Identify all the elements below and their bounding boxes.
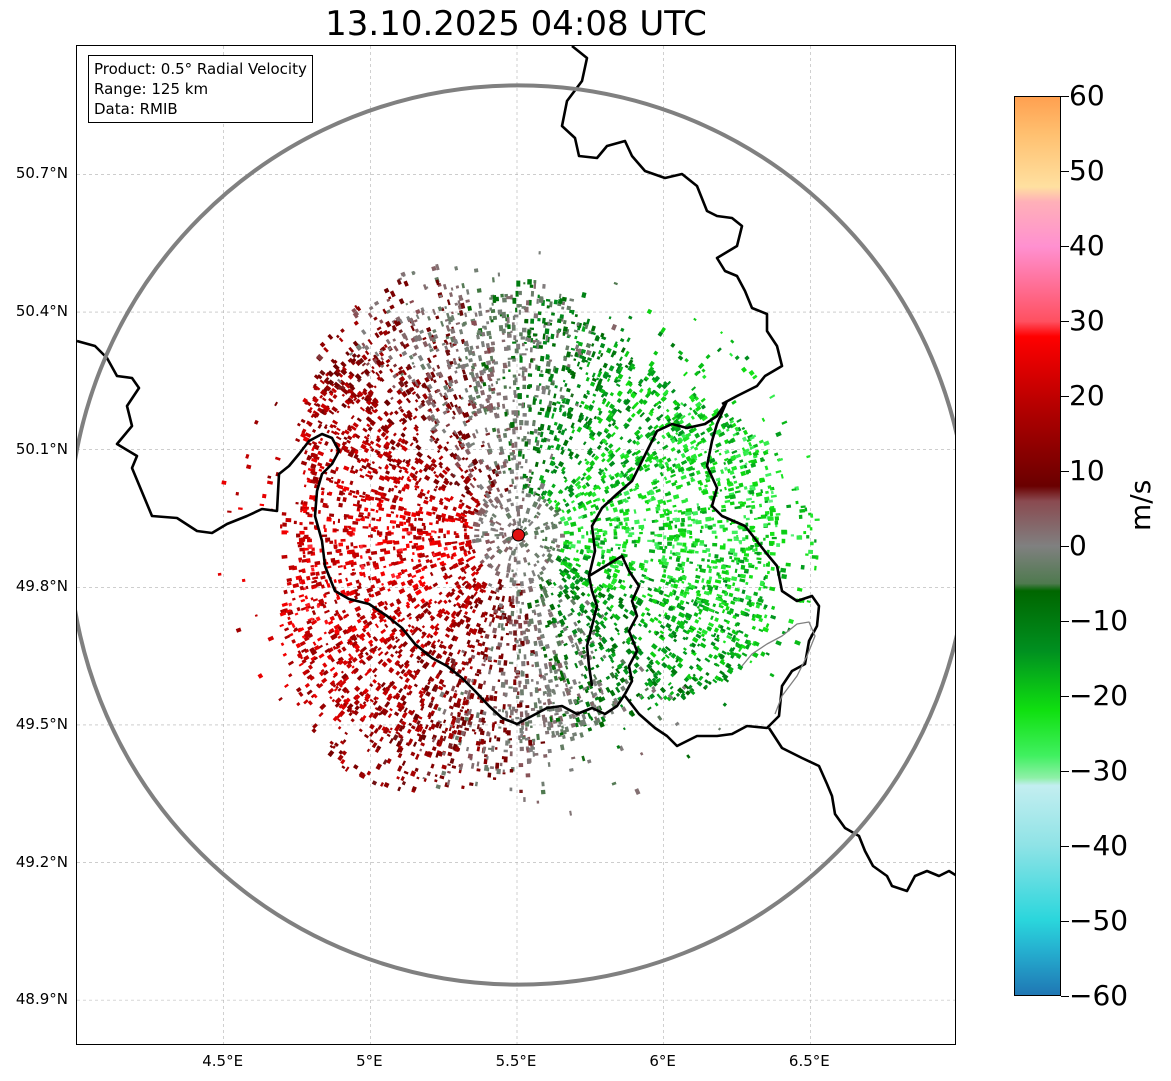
colorbar-tick <box>1061 771 1069 772</box>
colorbar-tick-label: 60 <box>1069 79 1105 112</box>
velocity-colorbar <box>1014 96 1061 996</box>
velocity-echoes <box>217 251 820 816</box>
border-saarland <box>741 621 816 715</box>
lat-tick-label: 48.9°N <box>15 990 68 1009</box>
colorbar-tick <box>1061 321 1069 322</box>
graticule <box>77 46 955 1044</box>
lon-tick-label: 6°E <box>649 1052 676 1070</box>
border-france-germany <box>767 727 955 893</box>
lat-tick-label: 50.1°N <box>15 439 68 458</box>
colorbar-tick-label: 50 <box>1069 154 1105 187</box>
lat-tick-label: 50.4°N <box>15 302 68 321</box>
lat-tick-label: 49.8°N <box>15 577 68 596</box>
colorbar-tick-label: 0 <box>1069 529 1087 562</box>
border-luxembourg-east <box>585 554 641 695</box>
colorbar-tick-label: −30 <box>1069 754 1129 787</box>
colorbar-tick-label: −60 <box>1069 979 1129 1012</box>
colorbar-tick-label: −50 <box>1069 904 1129 937</box>
lon-tick-label: 6.5°E <box>788 1052 830 1070</box>
info-range: Range: 125 km <box>94 80 209 98</box>
colorbar-tick <box>1061 621 1069 622</box>
info-box: Product: 0.5° Radial Velocity Range: 125… <box>88 55 313 123</box>
colorbar-tick <box>1061 171 1069 172</box>
border-belgium-france <box>77 339 627 726</box>
colorbar-tick <box>1061 846 1069 847</box>
colorbar-tick <box>1061 471 1069 472</box>
lat-tick-label: 49.2°N <box>15 852 68 871</box>
colorbar-tick <box>1061 696 1069 697</box>
info-product: Product: 0.5° Radial Velocity <box>94 60 307 78</box>
border-belgium-germany <box>560 46 784 406</box>
colorbar-tick <box>1061 546 1069 547</box>
colorbar-tick-label: 20 <box>1069 379 1105 412</box>
colorbar-tick <box>1061 396 1069 397</box>
colorbar-tick-label: 40 <box>1069 229 1105 262</box>
colorbar-tick-label: 30 <box>1069 304 1105 337</box>
colorbar-tick-label: −10 <box>1069 604 1129 637</box>
colorbar-tick-label: −40 <box>1069 829 1129 862</box>
colorbar-gradient <box>1015 97 1060 995</box>
border-belgium-luxembourg <box>587 400 729 577</box>
lon-tick-label: 5.5°E <box>495 1052 537 1070</box>
lon-tick-label: 4.5°E <box>202 1052 244 1070</box>
colorbar-tick <box>1061 246 1069 247</box>
lon-tick-label: 5°E <box>356 1052 383 1070</box>
country-borders <box>77 46 955 893</box>
map-title: 13.10.2025 04:08 UTC <box>325 4 707 44</box>
colorbar-unit-label: m/s <box>1124 479 1157 531</box>
radar-site-marker[interactable] <box>511 528 525 542</box>
colorbar-tick-label: 10 <box>1069 454 1105 487</box>
map-area[interactable] <box>76 45 956 1045</box>
range-ring <box>77 83 955 987</box>
colorbar-tick <box>1061 96 1069 97</box>
lat-tick-label: 50.7°N <box>15 164 68 183</box>
info-data-source: Data: RMIB <box>94 100 178 118</box>
colorbar-tick <box>1061 921 1069 922</box>
border-luxembourg-germany-south <box>623 400 821 748</box>
colorbar-tick-label: −20 <box>1069 679 1129 712</box>
lat-tick-label: 49.5°N <box>15 714 68 733</box>
colorbar-tick <box>1061 996 1069 997</box>
radar-map-canvas[interactable] <box>77 46 956 1045</box>
